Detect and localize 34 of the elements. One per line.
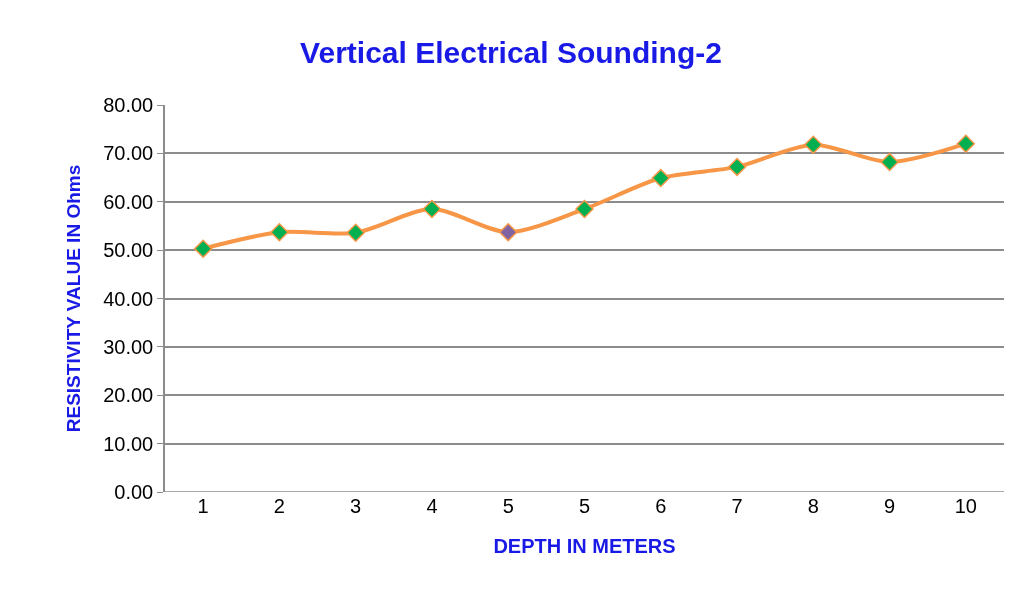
y-tick-label: 40.00: [103, 287, 154, 310]
x-tick-label: 8: [807, 495, 819, 517]
y-tick-label: 0.00: [114, 481, 154, 503]
y-tick-label: 80.00: [103, 94, 154, 116]
x-tick-label: 5: [502, 495, 514, 517]
y-tick-label: 60.00: [103, 190, 154, 213]
chart-title: Vertical Electrical Sounding-2: [300, 36, 722, 70]
point: [727, 157, 747, 177]
x-tick-label: 5: [578, 495, 591, 517]
point: [956, 134, 976, 153]
x-tick-label: 9: [884, 495, 896, 517]
y-tick-label: 10.00: [103, 432, 154, 455]
x-tick-label: 7: [731, 495, 743, 517]
point: [651, 168, 670, 188]
x-tick-label: 4: [426, 495, 438, 517]
point: [804, 135, 823, 154]
point: [499, 223, 518, 242]
point: [193, 239, 213, 258]
y-tick-label: 30.00: [103, 335, 154, 358]
point: [270, 223, 289, 242]
x-tick-label: 3: [350, 495, 362, 517]
y-axis-title: RESISTIVITY VALUE IN Ohms: [62, 164, 84, 433]
x-tick-label: 1: [197, 495, 209, 517]
y-tick-label: 20.00: [103, 384, 154, 407]
x-tick-label: 10: [954, 495, 977, 517]
point: [575, 199, 594, 219]
point: [346, 223, 365, 242]
point: [422, 199, 442, 219]
y-tick-label: 70.00: [103, 142, 154, 165]
x-tick-label: 6: [655, 495, 667, 517]
x-tick-label: 2: [273, 495, 285, 517]
y-tick-label: 50.00: [103, 239, 154, 262]
point: [880, 152, 899, 172]
x-axis-title: DEPTH IN METERS: [493, 534, 676, 557]
